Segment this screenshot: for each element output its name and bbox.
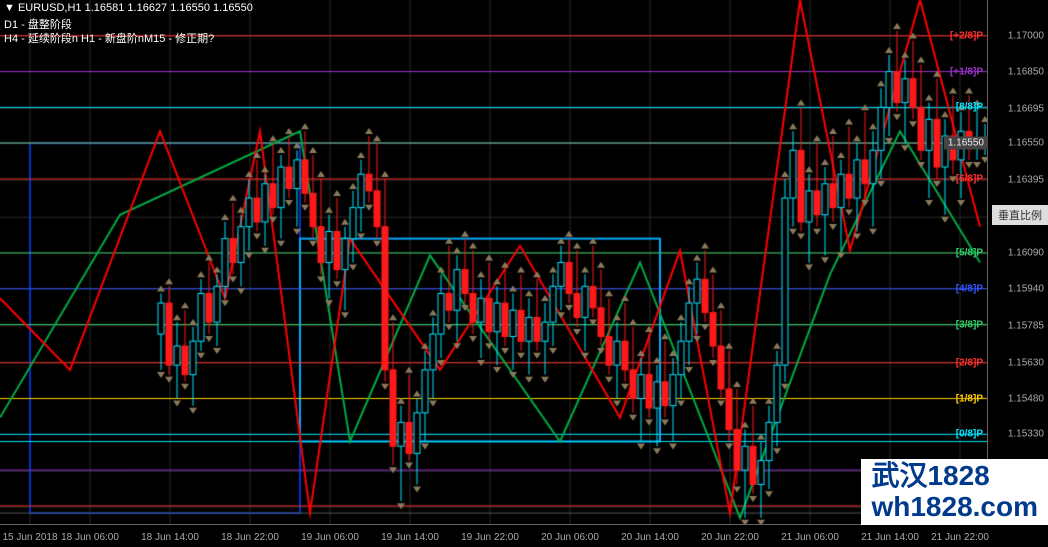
ytick: 1.15940	[1008, 283, 1044, 294]
xtick: 20 Jun 06:00	[541, 532, 599, 543]
murrey-level-label: [8/8]P	[956, 102, 983, 113]
ytick: 1.16695	[1008, 103, 1044, 114]
xtick: 20 Jun 14:00	[621, 532, 679, 543]
murrey-level-label: [1/8]P	[956, 393, 983, 404]
murrey-level-label: [0/8]P	[956, 429, 983, 440]
xtick: 21 Jun 06:00	[781, 532, 839, 543]
xtick: 21 Jun 22:00	[931, 532, 989, 543]
info-line-2: H4 - 延续阶段n H1 - 新盘阶nM15 - 修正期?	[4, 30, 214, 46]
forex-candlestick-chart[interactable]	[0, 0, 1048, 525]
murrey-level-label: [3/8]P	[956, 319, 983, 330]
ytick: 1.16395	[1008, 175, 1044, 186]
murrey-level-label: [5/8]P	[956, 247, 983, 258]
xtick: 15 Jun 2018	[2, 532, 57, 543]
ytick: 1.16090	[1008, 247, 1044, 258]
murrey-level-label: [+2/8]P	[950, 30, 983, 41]
xtick: 18 Jun 06:00	[61, 532, 119, 543]
current-price-tag: 1.16550	[944, 137, 988, 150]
xtick: 21 Jun 14:00	[861, 532, 919, 543]
ytick: 1.16550	[1008, 138, 1044, 149]
ytick: 1.17000	[1008, 30, 1044, 41]
symbol-ohlc: ▼ EURUSD,H1 1.16581 1.16627 1.16550 1.16…	[4, 2, 253, 14]
watermark: 武汉1828 wh1828.com	[861, 459, 1048, 525]
ytick: 1.15330	[1008, 429, 1044, 440]
ytick: 1.15480	[1008, 393, 1044, 404]
ytick: 1.15785	[1008, 320, 1044, 331]
murrey-level-label: [+1/8]P	[950, 66, 983, 77]
ytick: 1.16850	[1008, 66, 1044, 77]
xtick: 19 Jun 06:00	[301, 532, 359, 543]
xtick: 20 Jun 22:00	[701, 532, 759, 543]
murrey-level-label: [2/8]P	[956, 357, 983, 368]
price-axis: 1.170001.168501.166951.165501.163951.162…	[987, 0, 1048, 510]
xtick: 19 Jun 14:00	[381, 532, 439, 543]
murrey-level-label: [4/8]P	[956, 283, 983, 294]
xtick: 19 Jun 22:00	[461, 532, 519, 543]
time-axis: 15 Jun 2018 18 Jun 06:00 18 Jun 14:00 18 Ju…	[0, 524, 1048, 547]
xtick: 18 Jun 22:00	[221, 532, 279, 543]
xtick: 18 Jun 14:00	[141, 532, 199, 543]
scale-tooltip: 垂直比例	[992, 205, 1048, 225]
ytick: 1.15630	[1008, 357, 1044, 368]
murrey-level-label: [6/8]P	[956, 173, 983, 184]
collapse-icon[interactable]: ▼	[4, 2, 18, 14]
